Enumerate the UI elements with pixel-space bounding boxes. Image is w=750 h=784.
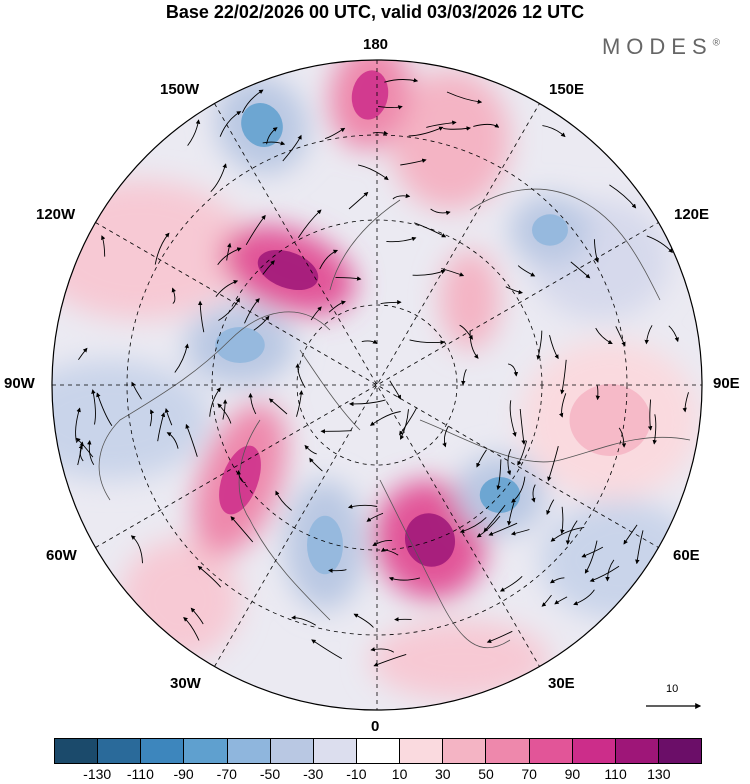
lon-label-180: 180	[363, 36, 388, 53]
colorbar-cell	[98, 739, 141, 763]
colorbar-cell	[228, 739, 271, 763]
anomaly-region	[120, 540, 240, 660]
lon-label-150e: 150E	[549, 81, 584, 98]
anomaly-core-east-siberia-low	[532, 214, 568, 246]
colorbar-cell	[55, 739, 98, 763]
colorbar-tick-label: -90	[173, 766, 193, 782]
lon-label-120e: 120E	[674, 206, 709, 223]
colorbar-tick-label: -130	[83, 766, 111, 782]
colorbar-tick-label: 30	[435, 766, 451, 782]
colorbar-cell	[271, 739, 314, 763]
colorbar-cell	[530, 739, 573, 763]
colorbar-tick-label: 10	[392, 766, 408, 782]
lon-label-90e: 90E	[713, 375, 740, 392]
lon-label-60w: 60W	[46, 547, 77, 564]
anomaly-core-hudson-low	[215, 327, 265, 363]
colorbar-tick-label: -10	[346, 766, 366, 782]
colorbar-cell	[659, 739, 701, 763]
colorbar-tick-label: 90	[565, 766, 581, 782]
colorbar-tick-label: 110	[604, 766, 626, 782]
colorbar-tick-label: -110	[127, 766, 154, 782]
colorbar-cell	[184, 739, 227, 763]
colorbar-tick-label: 50	[478, 766, 494, 782]
colorbar-cell	[400, 739, 443, 763]
map-disk	[10, 34, 720, 730]
colorbar-tick-label: -50	[260, 766, 280, 782]
colorbar-ticks: -130 -110 -90 -70 -50 -30 -10 10 30 50 70 90 110 130	[54, 766, 702, 784]
reference-vector-label: 10	[666, 683, 678, 695]
colorbar-tick-label: 130	[647, 766, 670, 782]
colorbar-tick-label: 70	[521, 766, 537, 782]
colorbar-tick-label: -70	[217, 766, 237, 782]
lon-label-30e: 30E	[548, 675, 575, 692]
lon-label-0: 0	[371, 718, 379, 735]
colorbar-cell	[443, 739, 486, 763]
colorbar-cell	[616, 739, 659, 763]
colorbar-cell	[141, 739, 184, 763]
colorbar-cell	[357, 739, 400, 763]
colorbar-tick-label: -30	[303, 766, 323, 782]
anomaly-region	[10, 360, 210, 480]
colorbar-cell	[573, 739, 616, 763]
lon-label-150w: 150W	[160, 81, 199, 98]
colorbar	[54, 738, 702, 764]
lon-label-60e: 60E	[673, 547, 700, 564]
colorbar-cell	[314, 739, 357, 763]
lon-label-30w: 30W	[170, 675, 201, 692]
colorbar-cell	[486, 739, 529, 763]
lon-label-120w: 120W	[36, 206, 75, 223]
lon-label-90w: 90W	[4, 375, 35, 392]
